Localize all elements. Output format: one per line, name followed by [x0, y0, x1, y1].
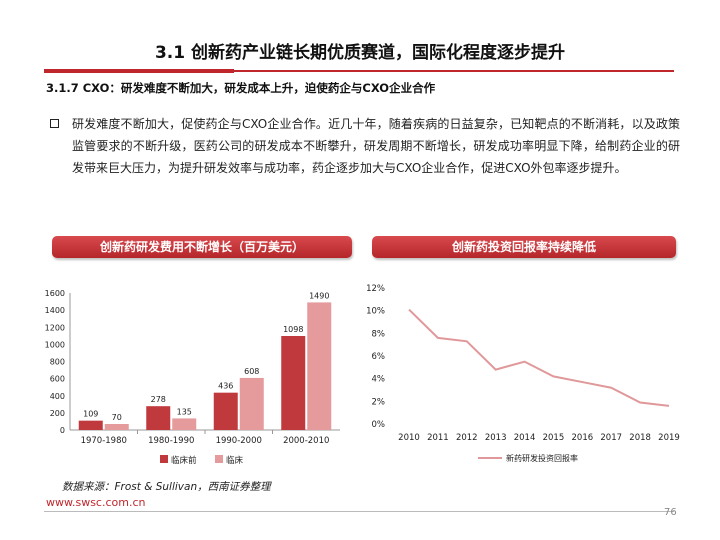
- bar: [239, 377, 264, 430]
- roi-series-line: [408, 308, 670, 407]
- rd-cost-bar-chart: 0 200 400 600 800 1000 1200 1400 1600 109 70 1970-1…: [45, 289, 340, 466]
- legend-label: 新药研发投资回报率: [506, 453, 578, 463]
- y-tick-label: 800: [50, 358, 65, 367]
- footer-divider: [44, 511, 674, 512]
- section-subtitle: 3.1.7 CXO：研发难度不断加大，研发成本上升，迫使药企与CXO企业合作: [46, 81, 436, 95]
- bar-value-label: 608: [244, 367, 259, 376]
- checkbox-bullet-icon: [50, 119, 59, 128]
- y-tick-label: 400: [50, 392, 65, 401]
- x-tick-label: 2019: [658, 433, 680, 443]
- left-panel-title: 创新药研发费用不断增长（百万美元）: [52, 236, 352, 258]
- y-tick-label: 4%: [372, 375, 386, 385]
- bar: [213, 392, 238, 430]
- bar-value-label: 1098: [283, 325, 303, 334]
- legend-label: 临床: [226, 455, 244, 466]
- x-tick-label: 2012: [456, 433, 478, 443]
- bar-value-label: 109: [83, 410, 98, 419]
- bar: [104, 424, 129, 430]
- bar-value-label: 1490: [309, 291, 329, 300]
- roi-line-chart: 0% 2% 4% 6% 8% 10% 12% 2010 2011 2012 2013 2014 2015…: [366, 284, 680, 463]
- y-tick-label: 1200: [45, 323, 65, 332]
- bar: [307, 302, 332, 430]
- x-tick-label: 2013: [485, 433, 507, 443]
- y-tick-label: 12%: [366, 284, 385, 294]
- legend-label: 临床前: [171, 455, 197, 466]
- x-tick-label: 2000-2010: [283, 436, 329, 446]
- bar: [281, 335, 306, 430]
- x-tick-label: 2018: [629, 433, 651, 443]
- bar-value-label: 436: [218, 382, 233, 391]
- bullet-text: 研发难度不断加大，促使药企与CXO企业合作。近几十年，随着疾病的日益复杂，已知靶…: [72, 117, 680, 175]
- y-tick-label: 1400: [45, 306, 65, 315]
- x-tick-label: 2017: [600, 433, 622, 443]
- x-tick-label: 2016: [572, 433, 594, 443]
- website-link[interactable]: www.swsc.com.cn: [46, 496, 146, 509]
- y-tick-label: 0%: [372, 420, 386, 430]
- bar-value-label: 135: [177, 407, 192, 416]
- page-number: 76: [664, 507, 677, 518]
- bar: [78, 420, 103, 430]
- legend-swatch: [215, 455, 223, 463]
- data-source: 数据来源：Frost & Sullivan，西南证券整理: [62, 481, 271, 493]
- y-tick-label: 0: [60, 426, 65, 435]
- bullet-paragraph: 研发难度不断加大，促使药企与CXO企业合作。近几十年，随着疾病的日益复杂，已知靶…: [50, 113, 680, 179]
- x-tick-label: 2014: [514, 433, 536, 443]
- y-tick-label: 1600: [45, 289, 65, 298]
- y-tick-label: 8%: [372, 329, 386, 339]
- x-tick-label: 2010: [398, 433, 420, 443]
- y-tick-label: 6%: [372, 352, 386, 362]
- x-tick-label: 2011: [427, 433, 449, 443]
- x-tick-label: 2015: [543, 433, 565, 443]
- bar-value-label: 70: [112, 413, 122, 422]
- right-panel-title: 创新药投资回报率持续降低: [372, 236, 676, 258]
- y-tick-label: 1000: [45, 340, 65, 349]
- y-tick-label: 600: [50, 375, 65, 384]
- x-tick-label: 1970-1980: [81, 436, 127, 446]
- y-tick-label: 10%: [366, 307, 385, 317]
- legend-swatch: [160, 455, 168, 463]
- y-tick-label: 2%: [372, 397, 386, 407]
- title-underline: [44, 70, 674, 72]
- title-underline-accent: [44, 69, 234, 73]
- x-tick-label: 1980-1990: [148, 436, 194, 446]
- page-title: 3.1 创新药产业链长期优质赛道，国际化程度逐步提升: [154, 43, 566, 63]
- bar: [172, 418, 197, 430]
- y-tick-label: 200: [50, 409, 65, 418]
- bar: [146, 406, 171, 430]
- x-tick-label: 1990-2000: [216, 436, 262, 446]
- bar-value-label: 278: [151, 395, 166, 404]
